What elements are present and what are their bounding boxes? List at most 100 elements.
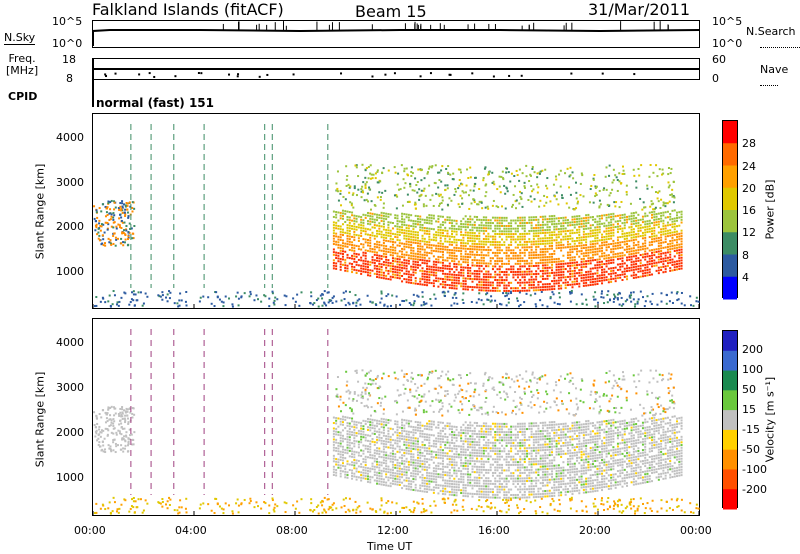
velocity-cell — [541, 427, 544, 430]
power-cell — [560, 271, 563, 274]
velocity-cell — [589, 488, 592, 491]
velocity-cell — [421, 482, 424, 485]
power-cell — [353, 217, 356, 220]
power-cell — [376, 232, 379, 235]
velocity-cell — [512, 425, 515, 428]
power-cell — [441, 283, 444, 286]
power-cell — [439, 215, 442, 218]
power-cell — [412, 228, 415, 231]
power-cell — [441, 267, 444, 270]
power-cell — [430, 244, 433, 247]
power-cell — [446, 251, 449, 254]
power-cell — [555, 279, 558, 282]
power-cell — [414, 239, 417, 242]
velocity-cell — [339, 445, 342, 448]
power-cell — [371, 256, 374, 259]
velocity-cell — [591, 446, 594, 449]
velocity-cell — [523, 430, 526, 433]
power-cell — [571, 261, 574, 264]
velocity-cell — [564, 491, 567, 494]
power-cell — [594, 272, 597, 275]
power-cell — [401, 242, 404, 245]
velocity-cell — [512, 439, 515, 442]
power-cell — [510, 265, 513, 268]
velocity-cell — [441, 462, 444, 465]
velocity-cell — [551, 448, 554, 451]
velocity-cell — [582, 428, 585, 431]
velocity-cell — [516, 444, 519, 447]
power-cell — [376, 213, 379, 216]
velocity-cell — [380, 450, 383, 453]
power-cell — [535, 218, 538, 221]
velocity-cell — [507, 433, 510, 436]
power-cell — [562, 262, 565, 265]
velocity-cell — [346, 471, 349, 474]
power-cell — [376, 254, 379, 257]
velocity-cell — [435, 440, 438, 443]
velocity-cell — [453, 485, 456, 488]
power-cell — [548, 236, 551, 239]
velocity-cell — [407, 460, 410, 463]
power-cell — [389, 278, 392, 281]
velocity-cell — [510, 425, 513, 428]
power-cell — [453, 227, 456, 230]
velocity-cell — [446, 474, 449, 477]
velocity-cell — [403, 438, 406, 441]
velocity-cell — [571, 454, 574, 457]
velocity-cell — [435, 442, 438, 445]
power-cell — [573, 248, 576, 251]
velocity-cell — [480, 490, 483, 493]
velocity-cell — [496, 485, 499, 488]
velocity-cell — [573, 438, 576, 441]
power-cell — [505, 249, 508, 252]
velocity-cell — [514, 477, 517, 480]
velocity-cell — [369, 451, 372, 454]
power-cell — [564, 281, 567, 284]
power-cell — [523, 281, 526, 284]
power-cell — [553, 225, 556, 228]
power-cell — [332, 226, 335, 229]
power-cell — [382, 271, 385, 274]
velocity-cell — [448, 422, 451, 425]
power-cell — [466, 226, 469, 229]
vel-cbtick-neg100: -100 — [742, 463, 767, 476]
power-cell — [348, 224, 351, 227]
velocity-cell — [419, 476, 422, 479]
power-cell — [580, 260, 583, 263]
power-cell — [498, 270, 501, 273]
velocity-cell — [532, 446, 535, 449]
velocity-cell — [564, 439, 567, 442]
velocity-cell — [557, 488, 560, 491]
velocity-cell — [614, 421, 617, 424]
velocity-cell — [562, 452, 565, 455]
power-cell — [373, 251, 376, 254]
velocity-cell — [478, 424, 481, 427]
velocity-cell — [332, 435, 335, 438]
power-cell — [501, 243, 504, 246]
velocity-cell — [455, 469, 458, 472]
power-cell — [369, 212, 372, 215]
velocity-cell — [607, 436, 610, 439]
power-cell — [514, 287, 517, 290]
power-cell — [535, 232, 538, 235]
power-cell — [453, 238, 456, 241]
velocity-cell — [376, 436, 379, 439]
velocity-cell — [594, 454, 597, 457]
velocity-cell — [516, 466, 519, 469]
power-cell — [385, 215, 388, 218]
power-cell — [476, 218, 479, 221]
power-cell — [589, 283, 592, 286]
velocity-cell — [428, 458, 431, 461]
velocity-cell — [516, 422, 519, 425]
power-cell — [521, 259, 524, 262]
velocity-cell — [501, 436, 504, 439]
power-cell — [523, 230, 526, 233]
power-cell — [432, 279, 435, 282]
power-cell — [457, 276, 460, 279]
velocity-cell — [364, 464, 367, 467]
velocity-cell — [589, 466, 592, 469]
velocity-cell — [455, 494, 458, 497]
velocity-cell — [491, 436, 494, 439]
power-cell — [571, 223, 574, 226]
power-cell — [591, 234, 594, 237]
